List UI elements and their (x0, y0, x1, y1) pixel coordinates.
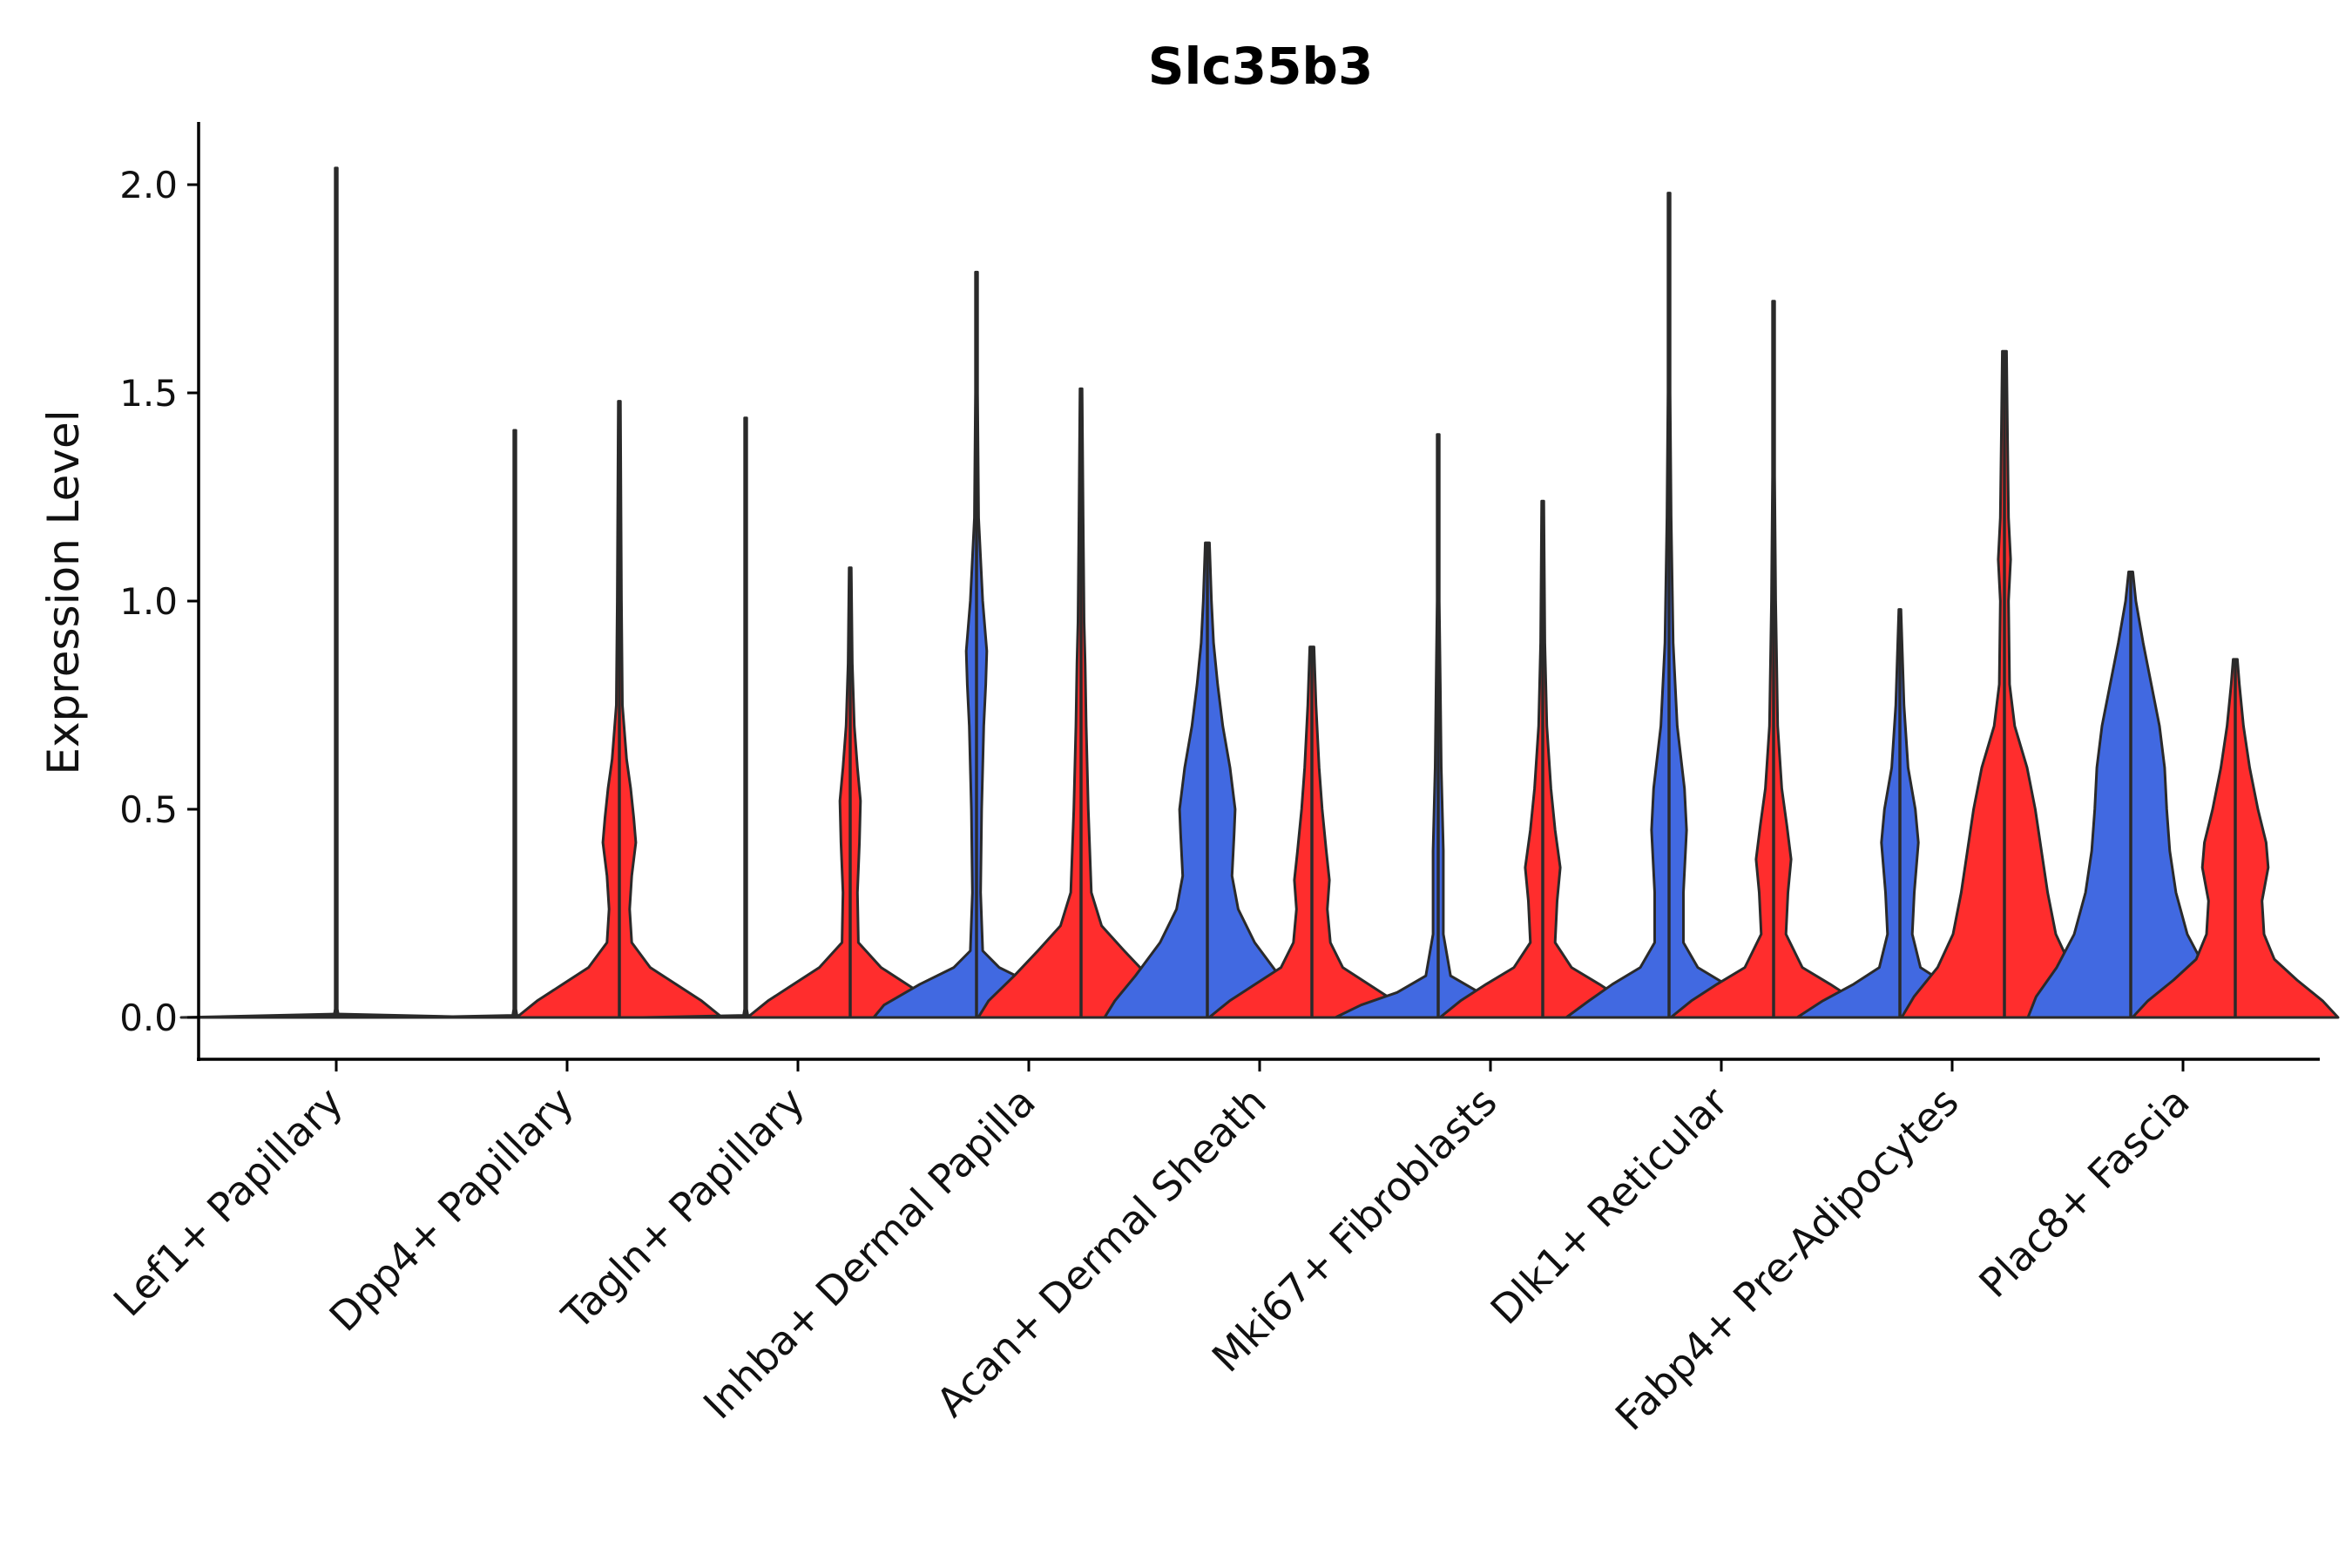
y-tick-label: 2.0 (119, 164, 178, 206)
y-ticks: 0.0 0.5 1.0 1.5 2.0 (119, 164, 199, 1039)
y-tick-label: 0.5 (119, 788, 178, 831)
y-tick-label: 1.5 (119, 372, 178, 415)
y-tick-label: 1.0 (119, 580, 178, 623)
violins (179, 166, 2340, 1019)
y-axis-title: Expression Level (38, 409, 89, 774)
chart-title: Slc35b3 (1148, 37, 1374, 96)
y-tick-label: 0.0 (119, 997, 178, 1039)
